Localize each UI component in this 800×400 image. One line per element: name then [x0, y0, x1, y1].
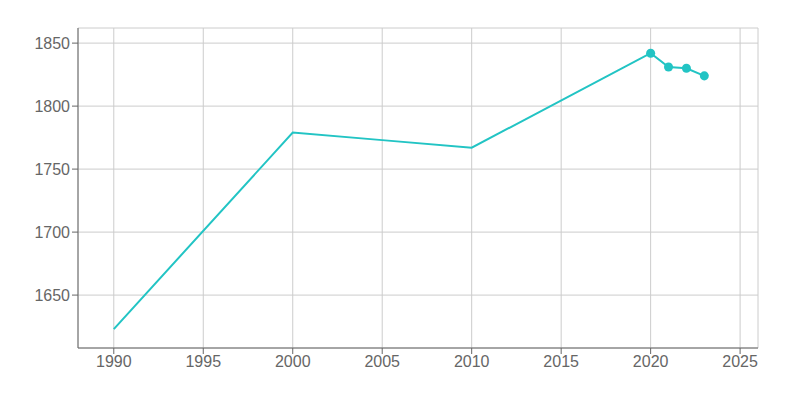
- svg-text:2010: 2010: [454, 353, 490, 370]
- svg-text:1995: 1995: [185, 353, 221, 370]
- svg-text:1750: 1750: [34, 161, 70, 178]
- svg-text:1650: 1650: [34, 287, 70, 304]
- svg-text:2000: 2000: [275, 353, 311, 370]
- svg-text:2020: 2020: [633, 353, 669, 370]
- svg-text:1700: 1700: [34, 224, 70, 241]
- svg-text:2005: 2005: [364, 353, 400, 370]
- svg-text:2015: 2015: [543, 353, 579, 370]
- svg-text:1850: 1850: [34, 35, 70, 52]
- svg-text:1990: 1990: [96, 353, 132, 370]
- svg-text:1800: 1800: [34, 98, 70, 115]
- svg-text:2025: 2025: [722, 353, 758, 370]
